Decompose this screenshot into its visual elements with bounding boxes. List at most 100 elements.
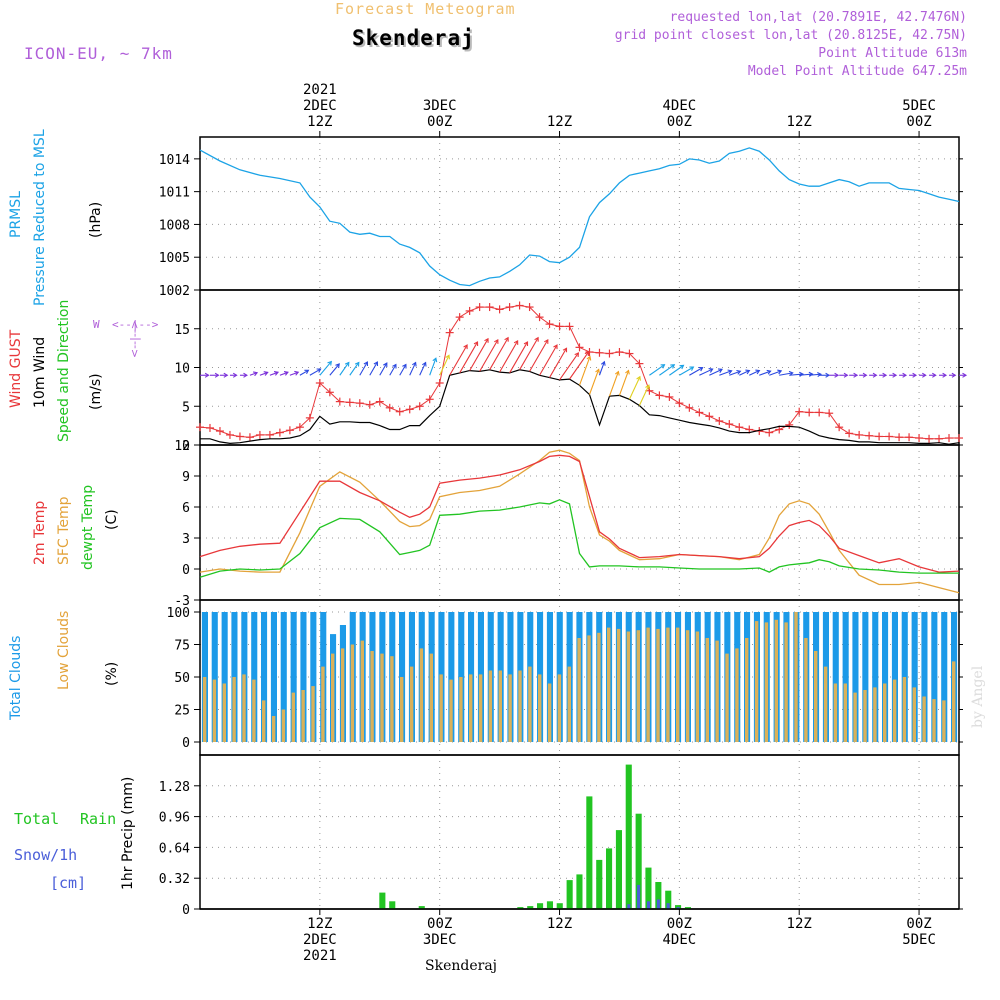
wind-arrow-head (912, 372, 918, 378)
top-time-label: 12Z (530, 114, 590, 130)
wind-arrow-head (708, 368, 714, 373)
bottom-time-line: 00Z (666, 916, 692, 932)
rain-bar (665, 890, 672, 909)
ytick-label: 0.64 (159, 841, 190, 856)
bottom-time-label: 00Z 3DEC (410, 916, 470, 948)
low-cloud-bar (902, 677, 907, 742)
wind-arrow-head (243, 372, 248, 378)
top-time-line: 4DEC (662, 98, 697, 114)
low-cloud-bar (202, 677, 207, 742)
wind-arrow-head (354, 361, 360, 367)
model-altitude: Model Point Altitude 647.25m (747, 64, 967, 79)
low-cloud-bar (666, 627, 670, 742)
wind-arrow-head (553, 344, 558, 350)
wind-arrow (679, 366, 694, 376)
low-cloud-bar (833, 683, 838, 742)
wind-arrow-head (853, 372, 859, 378)
low-cloud-bar (715, 640, 719, 742)
wind-arrow-head (689, 366, 695, 371)
ytick-label: 12 (174, 439, 190, 454)
low-cloud-bar (853, 692, 857, 742)
wind-arrow (449, 344, 468, 376)
rain-bar (566, 880, 573, 909)
wind-arrow-head (263, 371, 269, 376)
low-cloud-bar (863, 690, 867, 742)
compass-w: W (93, 318, 100, 331)
low-cloud-bar (656, 628, 660, 742)
low-cloud-bar (301, 690, 305, 742)
wind-arrow (659, 364, 675, 376)
wind-arrow (729, 370, 741, 376)
low-cloud-bar (952, 661, 956, 742)
low-cloud-bar (409, 666, 414, 742)
wind-arrow-head (951, 372, 957, 378)
low-cloud-bar (636, 630, 640, 742)
wind-arrow-head (445, 354, 450, 360)
dewpt-line (199, 499, 959, 578)
compass-hz: <--|--> (112, 318, 159, 331)
wind-arrow (459, 341, 479, 374)
wind-arrow-head (252, 371, 259, 377)
requested-coords: requested lon,lat (20.7891E, 42.7476N) (669, 10, 967, 25)
temp2m-line (199, 454, 960, 573)
low-cloud-bar (331, 653, 335, 742)
bottom-time-label: 12Z (769, 916, 829, 932)
snow-bar (676, 907, 680, 909)
low-cloud-bar (685, 630, 690, 742)
low-cloud-bar (360, 640, 364, 742)
wind-arrow-head (766, 369, 772, 375)
wind-arrow-head (636, 375, 641, 381)
chart-title: Forecast Meteogram (335, 0, 516, 18)
low-cloud-bar (616, 628, 621, 742)
rain-bar (596, 859, 603, 909)
low-cloud-bar (518, 670, 522, 742)
point-altitude: Point Altitude 613m (818, 46, 967, 61)
panel-frame (199, 289, 960, 446)
low-cloud-bar (439, 674, 443, 742)
rain-bar (418, 906, 425, 909)
total-cloud-bar (211, 612, 218, 742)
total-rain-label: Total (14, 810, 60, 828)
top-time-line: 3DEC (422, 98, 457, 114)
wind-arrow (309, 368, 321, 376)
bottom-time-label: 00Z 5DEC (889, 916, 949, 948)
wind-arrow-head (316, 368, 322, 373)
total-cloud-bar (221, 612, 228, 742)
wind-arrow-head (223, 372, 229, 378)
rain-bar (546, 901, 553, 909)
ytick-label: 1011 (159, 186, 190, 201)
ytick-label: 0 (182, 439, 190, 454)
top-time-label: 3DEC 00Z (410, 98, 470, 130)
wind-arrow-head (373, 361, 379, 367)
ytick-label: 25 (174, 704, 190, 719)
top-time-label: 12Z (769, 114, 829, 130)
ytick-label: 10 (174, 362, 190, 377)
low-cloud-bar (311, 686, 315, 742)
wind-arrow-head (304, 369, 310, 375)
low-cloud-bar (222, 683, 226, 742)
total-cloud-bar (852, 612, 859, 742)
wind-arrow (289, 371, 299, 376)
rain-bar (625, 764, 632, 909)
wind-arrow (759, 370, 771, 376)
low-cloud-bar (814, 651, 818, 742)
wind-arrow (259, 371, 268, 376)
rain-bar (675, 905, 682, 909)
ytick-label: 15 (174, 323, 190, 338)
wind-arrow-head (892, 372, 898, 378)
total-cloud-bar (280, 612, 287, 742)
low-cloud-bar (804, 638, 808, 742)
wind-arrow (649, 364, 665, 376)
rain-bar (635, 813, 642, 909)
wind-arrow (638, 385, 650, 406)
low-cloud-bar (912, 687, 916, 742)
snow-unit-label: [cm] (50, 874, 87, 892)
ytick-label: 0 (182, 563, 190, 578)
wind-arrow-head (504, 336, 509, 342)
wind-arrow (519, 337, 539, 371)
low-cloud-bar (843, 683, 847, 742)
rain-bar (586, 796, 593, 909)
wind-arrow-head (463, 344, 468, 350)
rain-label: Rain (80, 810, 117, 828)
wind-arrow-head (421, 361, 427, 367)
